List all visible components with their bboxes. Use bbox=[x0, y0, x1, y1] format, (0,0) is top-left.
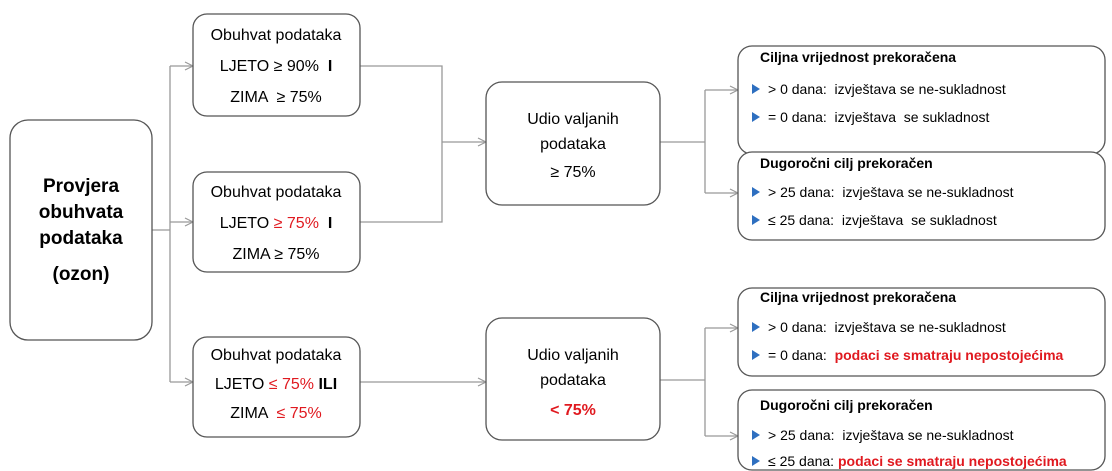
result-title: Dugoročni cilj prekoračen bbox=[760, 397, 933, 413]
valid-box bbox=[485, 81, 661, 206]
text-segment: I bbox=[328, 58, 332, 75]
valid-line: podataka bbox=[540, 136, 606, 153]
coverage-winter: ZIMA ≤ 75% bbox=[230, 405, 321, 422]
text-segment: ILI bbox=[318, 376, 337, 393]
result-item: > 25 dana: izvještava se ne-sukladnost bbox=[768, 427, 1014, 443]
text-segment: LJETO ≥ 90% bbox=[220, 58, 328, 75]
result-box bbox=[737, 151, 1106, 241]
bullet bbox=[752, 215, 760, 225]
coverage-winter: ZIMA ≥ 75% bbox=[230, 89, 321, 106]
text-segment: ≤ 25 dana: bbox=[768, 453, 838, 469]
result-item: > 0 dana: izvještava se ne-sukladnost bbox=[768, 319, 1006, 335]
bullet bbox=[752, 112, 760, 122]
connectors bbox=[152, 66, 738, 436]
text-segment: LJETO bbox=[215, 376, 269, 393]
valid-line: ≥ 75% bbox=[550, 164, 595, 181]
result-box bbox=[737, 287, 1106, 377]
text-segment: ≤ 25 dana: izvještava se sukladnost bbox=[768, 212, 997, 228]
bullet bbox=[752, 322, 760, 332]
root-line: Provjera bbox=[43, 176, 119, 197]
text-segment: I bbox=[328, 215, 332, 232]
text-segment: podaci se smatraju nepostojećima bbox=[835, 347, 1064, 363]
text-segment: ≤ 75% bbox=[269, 376, 319, 393]
result-title: Ciljna vrijednost prekoračena bbox=[760, 289, 956, 305]
root-line: obuhvata bbox=[39, 202, 124, 223]
text-segment: ZIMA bbox=[230, 405, 276, 422]
result-title: Dugoročni cilj prekoračen bbox=[760, 155, 933, 171]
text-segment: = 0 dana: bbox=[768, 347, 835, 363]
text-segment: > 25 dana: izvještava se ne-sukladnost bbox=[768, 427, 1014, 443]
result-item: > 0 dana: izvještava se ne-sukladnost bbox=[768, 81, 1006, 97]
text-segment: > 0 dana: izvještava se ne-sukladnost bbox=[768, 319, 1006, 335]
text-segment: ≤ 75% bbox=[276, 405, 321, 422]
bullet bbox=[752, 187, 760, 197]
result-item: ≤ 25 dana: podaci se smatraju nepostojeć… bbox=[768, 453, 1067, 469]
valid-box bbox=[485, 317, 661, 441]
result-item: > 25 dana: izvještava se ne-sukladnost bbox=[768, 184, 1014, 200]
coverage-summer: LJETO ≥ 90% I bbox=[220, 58, 333, 75]
bullet bbox=[752, 430, 760, 440]
root-box bbox=[9, 119, 153, 341]
valid-line: Udio valjanih bbox=[527, 347, 619, 364]
result-title: Ciljna vrijednost prekoračena bbox=[760, 49, 956, 65]
bullet bbox=[752, 350, 760, 360]
text-segment: = 0 dana: izvještava se sukladnost bbox=[768, 109, 990, 125]
bullet bbox=[752, 84, 760, 94]
text-segment: > 0 dana: izvještava se ne-sukladnost bbox=[768, 81, 1006, 97]
result-item: ≤ 25 dana: izvještava se sukladnost bbox=[768, 212, 997, 228]
result-item: = 0 dana: izvještava se sukladnost bbox=[768, 109, 990, 125]
text-segment: LJETO bbox=[220, 215, 274, 232]
coverage-box bbox=[192, 336, 361, 438]
coverage-title: Obuhvat podataka bbox=[211, 27, 342, 44]
text-segment: ≥ 75% bbox=[274, 215, 328, 232]
coverage-summer: LJETO ≤ 75% ILI bbox=[215, 376, 337, 393]
result-box bbox=[737, 389, 1106, 471]
root-line: podataka bbox=[39, 228, 123, 249]
bullet bbox=[752, 456, 760, 466]
valid-line: podataka bbox=[540, 372, 606, 389]
text-segment: podaci se smatraju nepostojećima bbox=[838, 453, 1067, 469]
text-segment: > 25 dana: izvještava se ne-sukladnost bbox=[768, 184, 1014, 200]
coverage-title: Obuhvat podataka bbox=[211, 184, 342, 201]
coverage-box bbox=[192, 171, 361, 273]
result-boxes: Ciljna vrijednost prekoračena > 0 dana: i… bbox=[737, 45, 1106, 471]
coverage-summer: LJETO ≥ 75% I bbox=[220, 215, 333, 232]
result-item: = 0 dana: podaci se smatraju nepostojeći… bbox=[768, 347, 1064, 363]
coverage-winter: ZIMA ≥ 75% bbox=[232, 246, 319, 263]
valid-line: Udio valjanih bbox=[527, 111, 619, 128]
valid-line: < 75% bbox=[550, 402, 596, 419]
coverage-box bbox=[192, 13, 361, 117]
root-line: (ozon) bbox=[53, 264, 110, 285]
coverage-title: Obuhvat podataka bbox=[211, 347, 342, 364]
